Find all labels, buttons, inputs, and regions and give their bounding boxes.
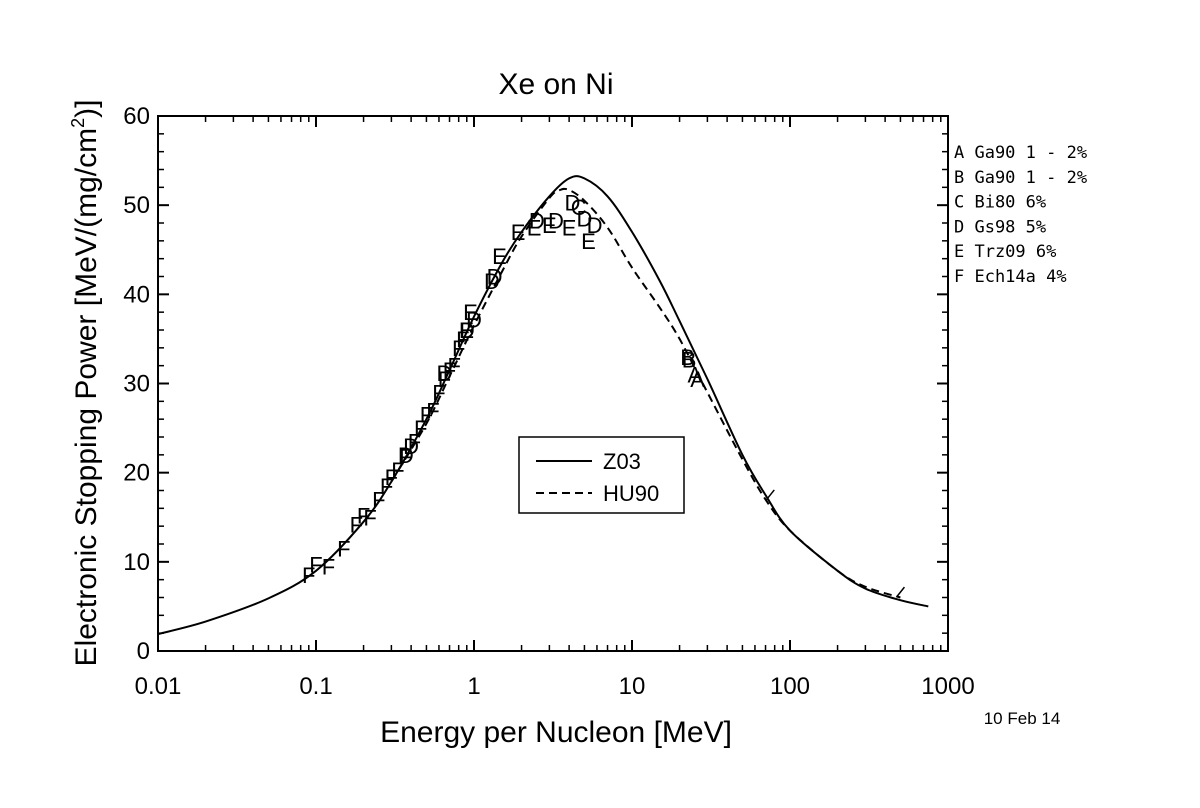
y-tick-label: 60 [123,103,150,130]
data-point-f: F [380,474,393,499]
y-axis: 0 10 20 30 40 50 60 [123,103,948,665]
data-point-a: A [688,363,703,388]
series-legend-e: E Trz09 6% [954,242,1056,262]
x-tick-label: 100 [770,673,810,700]
data-point-e: E [542,213,557,238]
data-point-f: F [452,336,465,361]
data-point-f: F [350,512,363,537]
y-axis-label: Electronic Stopping Power [MeV/(mg/cm2)] [68,100,103,667]
data-point-d: D [548,208,564,233]
data-point-f: F [432,380,445,405]
legend: Z03 HU90 [518,436,685,514]
data-point-f: F [363,505,376,530]
data-point-f: F [372,487,385,512]
date-stamp: 10 Feb 14 [984,709,1061,728]
data-point-f: F [385,465,398,490]
data-point-b: B [682,347,697,372]
data-point-d: D [436,361,452,386]
y-tick-label: 50 [123,192,150,219]
series-legend-d: D Gs98 5% [954,217,1046,237]
data-point-f: F [391,458,404,483]
data-point-f: F [443,358,456,383]
x-tick-label: 10 [619,673,646,700]
data-point-d: D [529,208,545,233]
y-tick-label: 10 [123,549,150,576]
data-point-e: E [463,300,478,325]
data-point-a: A [690,367,705,392]
legend-label-hu90: HU90 [603,481,659,506]
data-point-e: E [511,220,526,245]
x-tick-label: 1 [467,673,480,700]
data-point-b: B [680,345,695,370]
data-point-d: D [466,307,482,332]
data-point-f: F [456,327,469,352]
x-tick-label: 0.1 [299,673,332,700]
data-point-e: E [527,215,542,240]
curve-hu90 [390,187,901,599]
data-point-f: F [309,553,322,578]
data-point-e: E [562,215,577,240]
chart-title: Xe on Ni [498,68,613,101]
series-legend-b: B Ga90 1 - 2% [954,168,1087,188]
data-point-f: F [322,554,335,579]
data-point-d: D [484,269,500,294]
data-point-f: F [420,403,433,428]
legend-label-z03: Z03 [603,449,641,474]
y-axis-label-sup: 2 [68,118,88,128]
x-axis-label: Energy per Nucleon [MeV] [380,716,732,749]
series-legend-c: C Bi80 6% [954,193,1046,213]
data-point-e: E [581,229,596,254]
data-point-e: E [459,318,474,343]
data-point-e: E [492,244,507,269]
data-point-f: F [337,536,350,561]
y-axis-label-main: Electronic Stopping Power [MeV/(mg/cm [70,128,103,667]
data-point-d: D [403,434,419,459]
data-point-d: D [565,190,581,215]
curve-tick-mark [765,489,775,501]
x-tick-label: 0.01 [135,673,182,700]
data-point-f: F [408,429,421,454]
data-point-f: F [357,503,370,528]
curve-tick-mark [895,586,906,598]
curves [157,175,929,636]
data-point-d: D [398,443,414,468]
y-tick-label: 0 [137,638,150,665]
data-point-c: C [571,195,587,220]
data-point-f: F [399,445,412,470]
data-point-f: F [438,367,451,392]
series-legend-a: A Ga90 1 - 2% [954,143,1087,163]
y-tick-label: 40 [123,281,150,308]
x-tick-label: 1000 [921,673,974,700]
data-point-f: F [414,416,427,441]
data-point-d: D [487,265,503,290]
data-point-d: D [576,207,592,232]
x-axis: 0.01 0.1 1 10 100 1000 [135,116,975,700]
series-legend-f: F Ech14a 4% [954,267,1067,287]
y-axis-label-end: )] [70,100,103,118]
y-tick-label: 20 [123,460,150,487]
data-point-d: D [459,318,475,343]
y-tick-label: 30 [123,371,150,398]
data-point-f: F [426,398,439,423]
data-point-f: F [302,563,315,588]
data-point-d: D [587,213,603,238]
series-legend: A Ga90 1 - 2% B Ga90 1 - 2% C Bi80 6% D Gs9… [954,143,1087,287]
data-point-f: F [448,354,461,379]
